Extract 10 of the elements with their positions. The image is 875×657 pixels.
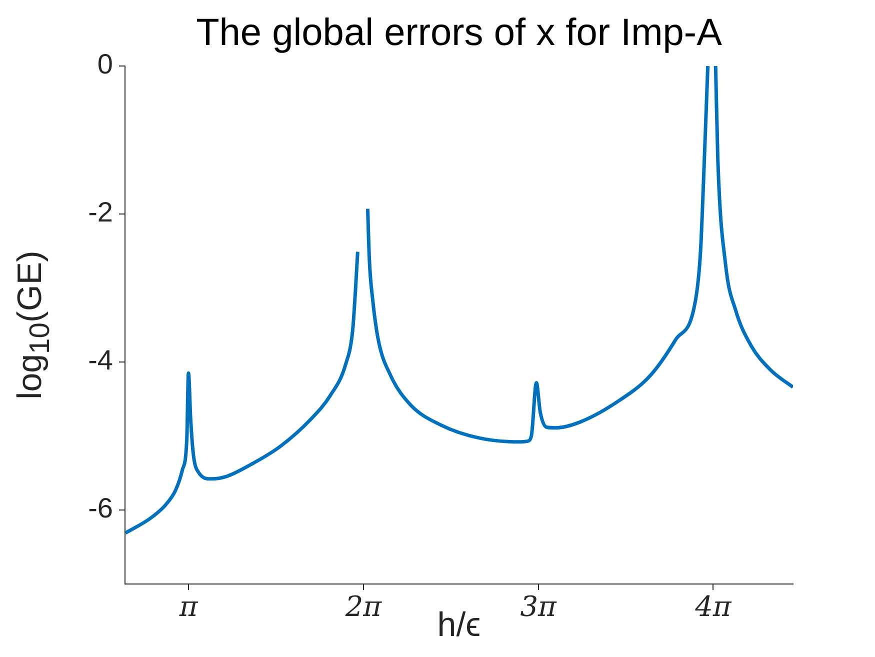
- x-tick-label: π: [178, 590, 198, 624]
- y-tick-label: -4: [88, 344, 113, 376]
- y-tick-label: -6: [88, 492, 113, 524]
- x-tick-label: 2π: [344, 590, 382, 624]
- x-tick-label: 3π: [520, 590, 558, 624]
- x-tick-label: 4π: [694, 590, 732, 624]
- y-tick-label: 0: [97, 48, 113, 80]
- y-tick-label: -2: [88, 196, 113, 228]
- chart-title: The global errors of x for Imp-A: [195, 12, 723, 55]
- x-axis-title: h/ϵ: [437, 606, 481, 644]
